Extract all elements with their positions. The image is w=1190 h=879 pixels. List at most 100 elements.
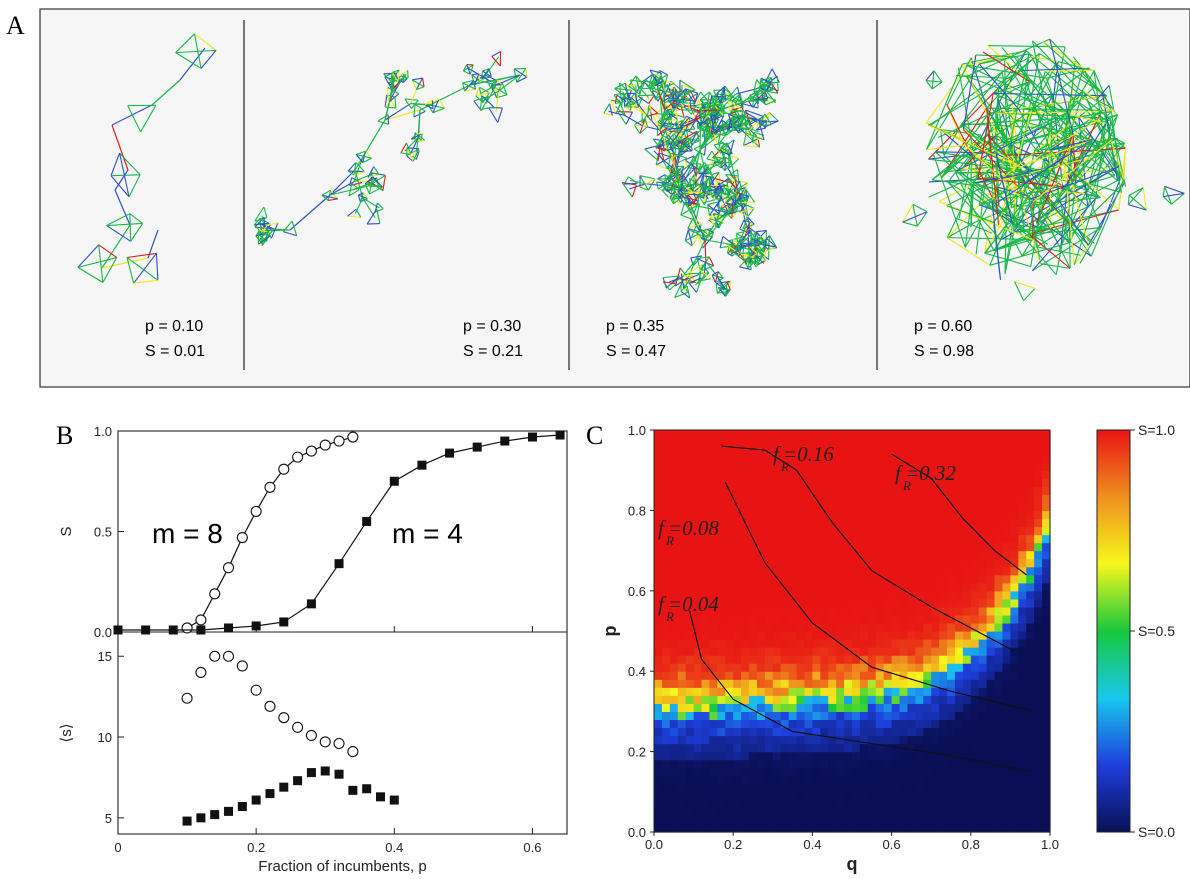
heatmap-cell [1026, 454, 1035, 463]
heatmap-cell [931, 743, 940, 753]
heatmap-cell [931, 671, 940, 680]
heatmap-cell [875, 446, 885, 455]
heatmap-cell [907, 598, 916, 608]
panel-b-xtick-label: 0.6 [523, 840, 541, 855]
heatmap-cell [804, 671, 813, 680]
heatmap-cell [1010, 518, 1019, 528]
heatmap-cell [1010, 735, 1019, 745]
heatmap-cell [685, 558, 695, 568]
heatmap-cell [994, 631, 1004, 640]
heatmap-cell [828, 799, 837, 809]
heatmap-cell [1026, 518, 1035, 528]
network-edge [471, 74, 481, 82]
network-edge [1018, 177, 1095, 244]
heatmap-cell [709, 631, 718, 640]
heatmap-cell [844, 695, 853, 704]
heatmap-cell [907, 783, 916, 793]
heatmap-cell [701, 671, 711, 680]
heatmap-cell [915, 534, 924, 544]
heatmap-cell [947, 767, 956, 777]
heatmap-cell [756, 719, 766, 729]
heatmap-cell [859, 719, 869, 729]
heatmap-cell [1026, 438, 1035, 447]
heatmap-cell [717, 735, 726, 745]
heatmap-cell [923, 711, 932, 721]
heatmap-cell [836, 823, 845, 833]
network-2-p-label: p = 0.30 [463, 318, 521, 335]
network-edge [669, 197, 681, 199]
network-edge [740, 241, 759, 247]
series-m4-point [555, 430, 565, 440]
heatmap-cell [701, 719, 711, 729]
series-mean-s-m8-point [195, 666, 207, 678]
network-edge [931, 108, 1019, 181]
network-edge [717, 127, 722, 146]
heatmap-cell [891, 518, 901, 528]
heatmap-cell [764, 775, 774, 785]
heatmap-cell [954, 550, 964, 560]
network-edge [661, 114, 677, 122]
heatmap-cell [1042, 438, 1051, 447]
network-edge [702, 264, 710, 274]
heatmap-cell [756, 446, 766, 455]
heatmap-cell [654, 574, 663, 584]
heatmap-cell [986, 719, 996, 729]
network-edge [931, 70, 935, 89]
network-drawing-4 [902, 38, 1185, 302]
heatmap-cell [661, 446, 671, 455]
network-edge [671, 156, 677, 171]
heatmap-cell [939, 614, 948, 624]
heatmap-cell [756, 518, 766, 528]
heatmap-cell [717, 590, 726, 600]
heatmap-cell [812, 470, 821, 479]
heatmap-cell [693, 815, 703, 825]
heatmap-cell [796, 550, 806, 560]
network-edge [110, 152, 121, 176]
heatmap-cell [836, 470, 845, 479]
heatmap-cell [764, 695, 774, 704]
heatmap-cell [883, 791, 893, 801]
heatmap-cell [915, 486, 924, 495]
heatmap-cell [986, 767, 996, 777]
heatmap-cell [741, 566, 750, 576]
heatmap-cell [717, 582, 726, 592]
heatmap-cell [947, 574, 956, 584]
heatmap-cell [867, 446, 877, 455]
heatmap-cell [1034, 558, 1043, 568]
network-edge [1064, 123, 1107, 187]
network-edge [1162, 186, 1166, 197]
heatmap-cell [852, 703, 861, 712]
heatmap-cell [923, 590, 932, 600]
heatmap-cell [796, 807, 806, 817]
heatmap-cell [741, 703, 750, 712]
network-edge [695, 194, 701, 206]
heatmap-cell [669, 558, 679, 568]
heatmap-cell [875, 510, 885, 520]
heatmap-cell [859, 799, 869, 809]
network-edge [614, 95, 618, 104]
heatmap-cell [701, 614, 711, 624]
network-edge [692, 91, 701, 107]
heatmap-cell [867, 518, 877, 528]
heatmap-cell [804, 542, 813, 552]
heatmap-cell [804, 446, 813, 455]
network-edge [733, 122, 742, 127]
heatmap-cell [852, 582, 861, 592]
heatmap-cell [1042, 823, 1051, 833]
heatmap-cell [1042, 606, 1051, 616]
network-edge [697, 162, 705, 173]
heatmap-cell [970, 655, 980, 664]
panel-c-xtick-label: 0.6 [883, 837, 901, 852]
network-edge [77, 244, 100, 268]
network-edge [707, 204, 720, 215]
heatmap-cell [701, 478, 711, 487]
network-edge [667, 122, 681, 126]
heatmap-cell [654, 655, 663, 664]
heatmap-cell [836, 703, 845, 712]
network-edge [733, 180, 741, 192]
network-edge [1045, 110, 1103, 152]
network-edge [1024, 97, 1058, 121]
heatmap-cell [970, 478, 980, 487]
heatmap-cell [844, 815, 853, 825]
heatmap-cell [1002, 655, 1011, 664]
